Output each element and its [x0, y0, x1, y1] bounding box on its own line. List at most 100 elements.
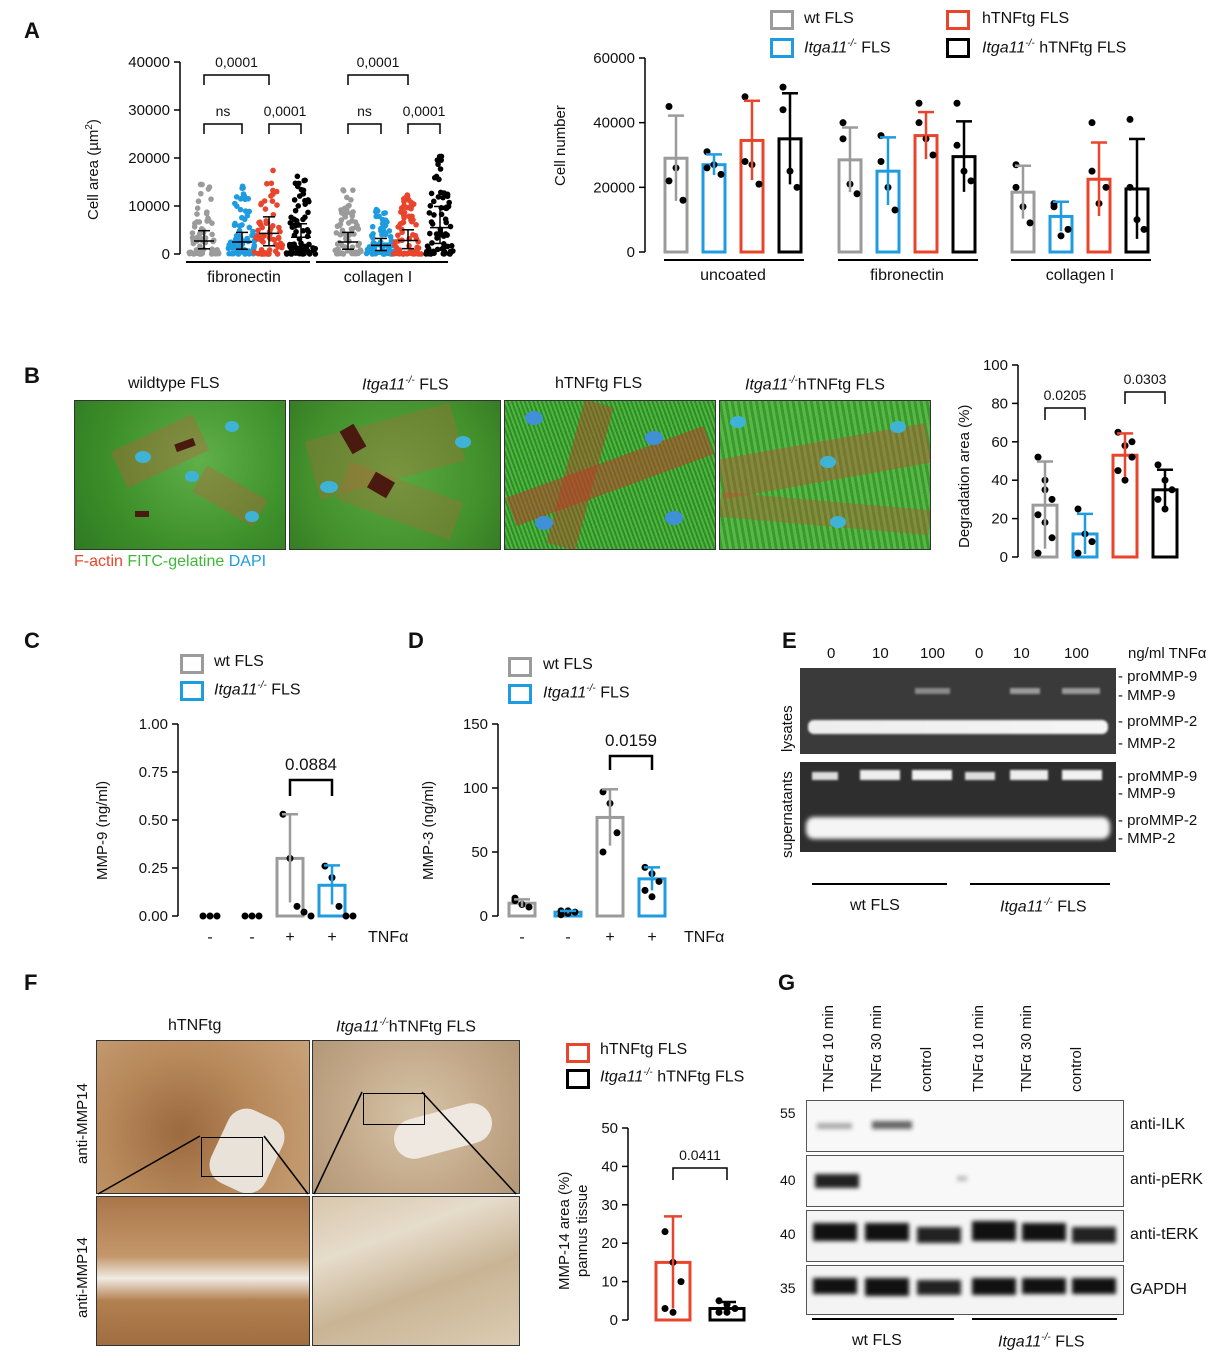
a2-tick-label: 60000 — [593, 50, 635, 67]
a1-point — [348, 197, 354, 203]
a2-point — [839, 119, 847, 127]
a2-point — [929, 151, 937, 159]
g-group-line-ko — [972, 1318, 1117, 1320]
a1-group-label: fibronectin — [207, 269, 281, 286]
a1-point — [208, 196, 214, 202]
a2-point — [1088, 167, 1096, 175]
a1-point — [349, 213, 356, 219]
a1-point — [269, 198, 276, 204]
c-x-label: - — [207, 929, 212, 946]
a1-point — [440, 194, 446, 201]
g-group-ko: Itga11-/- FLS — [998, 1332, 1085, 1351]
e-group-ko: Itga11-/- FLS — [1000, 897, 1087, 916]
a1-tick-label: 30000 — [128, 102, 170, 119]
a1-bracket-2 — [203, 123, 243, 134]
a2-tick-label: 20000 — [593, 179, 635, 196]
a1-point — [364, 246, 371, 253]
g-lane-6: control — [1068, 1046, 1085, 1092]
e-group-wt: wt FLS — [850, 897, 900, 914]
b-point — [1034, 511, 1042, 519]
a1-point — [274, 202, 280, 208]
g-blot-label-terk: anti-tERK — [1130, 1226, 1199, 1243]
b-bracket-1-label: 0.0205 — [1044, 387, 1087, 403]
a1-point — [260, 239, 266, 245]
a1-point — [194, 211, 200, 217]
a1-point — [429, 240, 435, 246]
f-bracket — [672, 1167, 728, 1180]
a1-point — [371, 250, 377, 257]
f-legend-kotg: Itga11-/- hTNFtg FLS — [600, 1067, 745, 1086]
a1-point — [380, 251, 387, 257]
a1-point — [430, 198, 437, 205]
a1-point — [230, 250, 237, 257]
d-point — [525, 903, 533, 911]
g-blot-label-ilk: anti-ILK — [1130, 1116, 1186, 1133]
legend-swatch-wt — [770, 10, 794, 30]
b-point — [1168, 486, 1176, 494]
a1-point — [198, 236, 205, 242]
b-title-ko: Itga11-/- FLS — [362, 375, 449, 394]
a1-point — [440, 250, 447, 257]
e-conc-4: 0 — [975, 645, 984, 662]
d-tick-label: 50 — [471, 844, 488, 861]
a1-point — [274, 251, 281, 257]
a1-point — [423, 251, 429, 257]
e-band-promm9-l: - proMMP-9 — [1118, 668, 1198, 685]
a2-point — [755, 180, 763, 188]
d-tick-label: 100 — [463, 780, 488, 797]
a1-point — [209, 220, 215, 226]
e-conc-6: 100 — [1064, 645, 1090, 662]
a2-point — [741, 93, 749, 101]
c-point — [307, 912, 315, 920]
f-tick-label: 30 — [601, 1197, 618, 1214]
a1-bracket-1 — [203, 74, 270, 85]
c-x-label: + — [327, 929, 336, 946]
e-conc-unit: ng/ml TNFα — [1128, 645, 1207, 662]
c-tick-label: 0.25 — [139, 860, 168, 877]
a1-point — [292, 180, 299, 187]
a1-point — [400, 251, 406, 257]
f-col-hTNFtg: hTNFtg — [168, 1017, 222, 1034]
b-point — [1128, 438, 1136, 446]
a1-point — [427, 230, 433, 237]
a2-point — [967, 177, 975, 185]
a1-point — [208, 251, 215, 257]
a1-bracket-6 — [407, 123, 441, 134]
a1-point — [401, 215, 407, 221]
a1-bracket-3 — [268, 123, 302, 134]
a1-point — [337, 231, 344, 238]
d-bracket-label: 0.0159 — [605, 731, 657, 750]
a1-point — [257, 222, 264, 228]
a1-point — [425, 246, 432, 252]
b-point — [1034, 549, 1042, 557]
a1-point — [426, 210, 433, 216]
a1-point — [233, 194, 240, 200]
b-point — [1074, 549, 1082, 557]
a1-point — [399, 229, 405, 236]
g-blot-label-perk: anti-pERK — [1130, 1171, 1203, 1188]
a2-point — [703, 164, 711, 172]
a1-point — [244, 212, 251, 219]
g-blot-gapdh — [806, 1265, 1124, 1315]
a1-point — [229, 245, 236, 251]
b-image-kotg — [719, 400, 931, 550]
panel-letter-c: C — [24, 628, 40, 653]
a2-point — [679, 196, 687, 204]
a1-bracket-6-label: 0,0001 — [403, 103, 446, 119]
f-point — [661, 1304, 669, 1312]
a2-group-label: collagen I — [1046, 267, 1115, 284]
a1-point — [293, 228, 299, 235]
a1-point — [414, 249, 421, 256]
d-tick-label: 0 — [480, 908, 488, 925]
b-tick-label: 80 — [991, 395, 1008, 412]
e-band-mmp2-l: - MMP-2 — [1118, 735, 1176, 752]
a1-point — [340, 188, 347, 194]
a1-point — [401, 209, 408, 216]
a1-point — [266, 251, 272, 257]
legend-wt-label: wt FLS — [804, 10, 854, 27]
a1-point — [287, 243, 293, 250]
a1-point — [189, 230, 196, 236]
a1-point — [414, 244, 420, 251]
